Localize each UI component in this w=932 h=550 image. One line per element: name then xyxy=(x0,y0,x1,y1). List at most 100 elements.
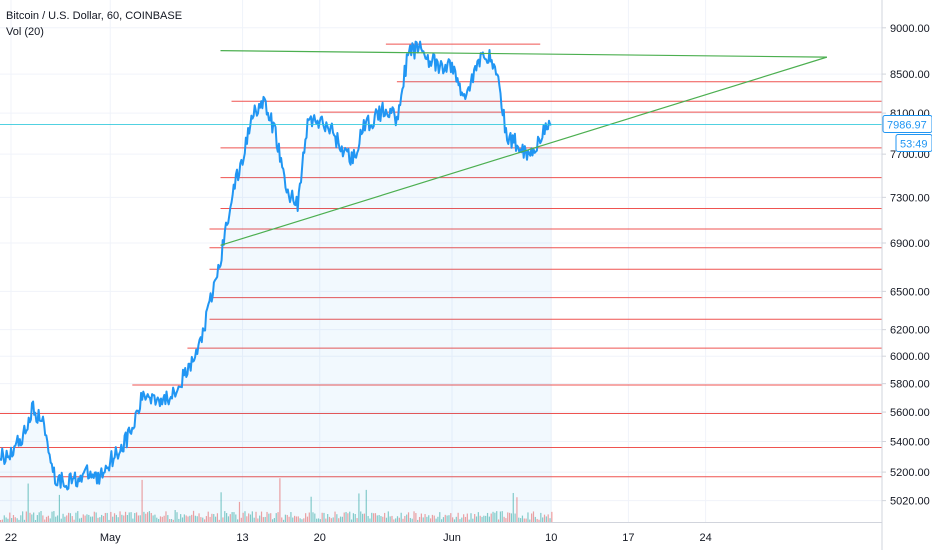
volume-bar xyxy=(418,516,421,522)
volume-bar xyxy=(211,513,213,522)
volume-bar xyxy=(374,513,377,522)
volume-bar xyxy=(330,518,332,522)
volume-bar xyxy=(350,519,353,522)
volume-bar xyxy=(115,514,117,522)
x-tick-label: May xyxy=(100,532,121,544)
volume-bar xyxy=(161,516,163,522)
x-tick-label: 10 xyxy=(545,532,557,544)
volume-bar xyxy=(461,517,463,522)
volume-bar xyxy=(420,513,422,522)
volume-bar xyxy=(444,514,446,522)
volume-bar xyxy=(237,519,239,522)
volume-bar xyxy=(124,511,127,522)
volume-bar xyxy=(123,515,125,522)
volume-bar xyxy=(106,512,108,522)
volume-bar xyxy=(497,519,500,522)
volume-bar xyxy=(110,511,112,522)
horizontal-levels xyxy=(0,43,882,478)
volume-bar xyxy=(316,518,318,522)
volume-bar xyxy=(209,516,211,522)
volume-bar xyxy=(360,511,362,522)
volume-bar xyxy=(301,519,303,522)
volume-bar xyxy=(226,513,228,522)
volume-bar xyxy=(525,518,527,522)
volume-bar xyxy=(448,515,450,522)
volume-bar xyxy=(387,511,389,522)
volume-bar xyxy=(266,511,268,522)
volume-bar xyxy=(47,515,49,522)
volume-bar xyxy=(371,512,373,522)
volume-bar xyxy=(220,492,222,522)
volume-bar xyxy=(165,511,167,522)
volume-bar xyxy=(450,513,452,522)
volume-bar xyxy=(508,512,511,522)
volume-bar xyxy=(185,515,187,522)
volume-bar xyxy=(435,518,437,522)
volume-bar xyxy=(134,513,136,522)
volume-bar xyxy=(510,513,513,522)
volume-bar xyxy=(262,517,264,522)
volume-bar xyxy=(378,515,380,522)
volume-bar xyxy=(253,517,255,522)
volume-bar xyxy=(270,513,272,522)
trend-lines xyxy=(220,50,828,246)
volume-bar xyxy=(507,512,509,522)
volume-bar xyxy=(501,511,503,522)
volume-bar xyxy=(494,512,496,522)
volume-bar xyxy=(341,516,343,522)
volume-bar xyxy=(369,518,371,522)
volume-bar xyxy=(198,513,200,522)
x-tick-label: 13 xyxy=(236,532,248,544)
volume-bar xyxy=(485,515,487,522)
volume-bar xyxy=(549,518,551,522)
x-tick-label: Jun xyxy=(443,532,461,544)
volume-bar xyxy=(468,519,470,522)
volume-bar xyxy=(44,519,46,522)
volume-bar xyxy=(97,517,99,522)
volume-bar xyxy=(143,511,145,522)
volume-bars xyxy=(0,478,553,522)
volume-bar xyxy=(231,512,233,522)
volume-bar xyxy=(437,516,439,522)
volume-bar xyxy=(308,512,310,522)
volume-bar xyxy=(290,512,292,522)
volume-bar xyxy=(536,518,538,522)
trend-line xyxy=(220,56,828,246)
volume-bar xyxy=(145,513,147,522)
volume-bar xyxy=(40,511,42,522)
chart-title: Bitcoin / U.S. Dollar, 60, COINBASE xyxy=(6,10,183,22)
volume-bar xyxy=(1,519,4,522)
volume-bar xyxy=(532,511,535,522)
volume-bar xyxy=(453,519,456,522)
volume-bar xyxy=(543,514,546,522)
volume-bar xyxy=(361,513,364,522)
volume-bar xyxy=(404,515,406,522)
volume-bar xyxy=(496,511,498,522)
volume-bar xyxy=(159,516,162,522)
volume-bar xyxy=(463,514,465,522)
volume-bar xyxy=(264,516,266,522)
volume-bar xyxy=(352,513,354,522)
volume-bar xyxy=(238,501,241,522)
volume-bar xyxy=(398,517,400,522)
volume-bar xyxy=(18,519,20,522)
volume-bar xyxy=(148,511,151,522)
volume-bar xyxy=(459,519,461,522)
volume-bar xyxy=(481,516,483,522)
volume-bar xyxy=(126,515,128,522)
volume-bar xyxy=(58,494,60,522)
volume-bar xyxy=(51,511,53,522)
volume-bar xyxy=(415,513,417,522)
volume-bar xyxy=(112,516,114,522)
volume-bar xyxy=(181,517,184,522)
volume-bar xyxy=(514,513,516,522)
volume-bar xyxy=(295,516,298,522)
volume-bar xyxy=(244,511,246,522)
volume-bar xyxy=(67,512,70,522)
volume-bar xyxy=(56,515,59,522)
volume-bar xyxy=(152,515,154,522)
volume-bar xyxy=(389,516,391,522)
volume-bar xyxy=(128,512,130,522)
volume-bar xyxy=(16,518,18,522)
volume-bar xyxy=(441,519,443,522)
